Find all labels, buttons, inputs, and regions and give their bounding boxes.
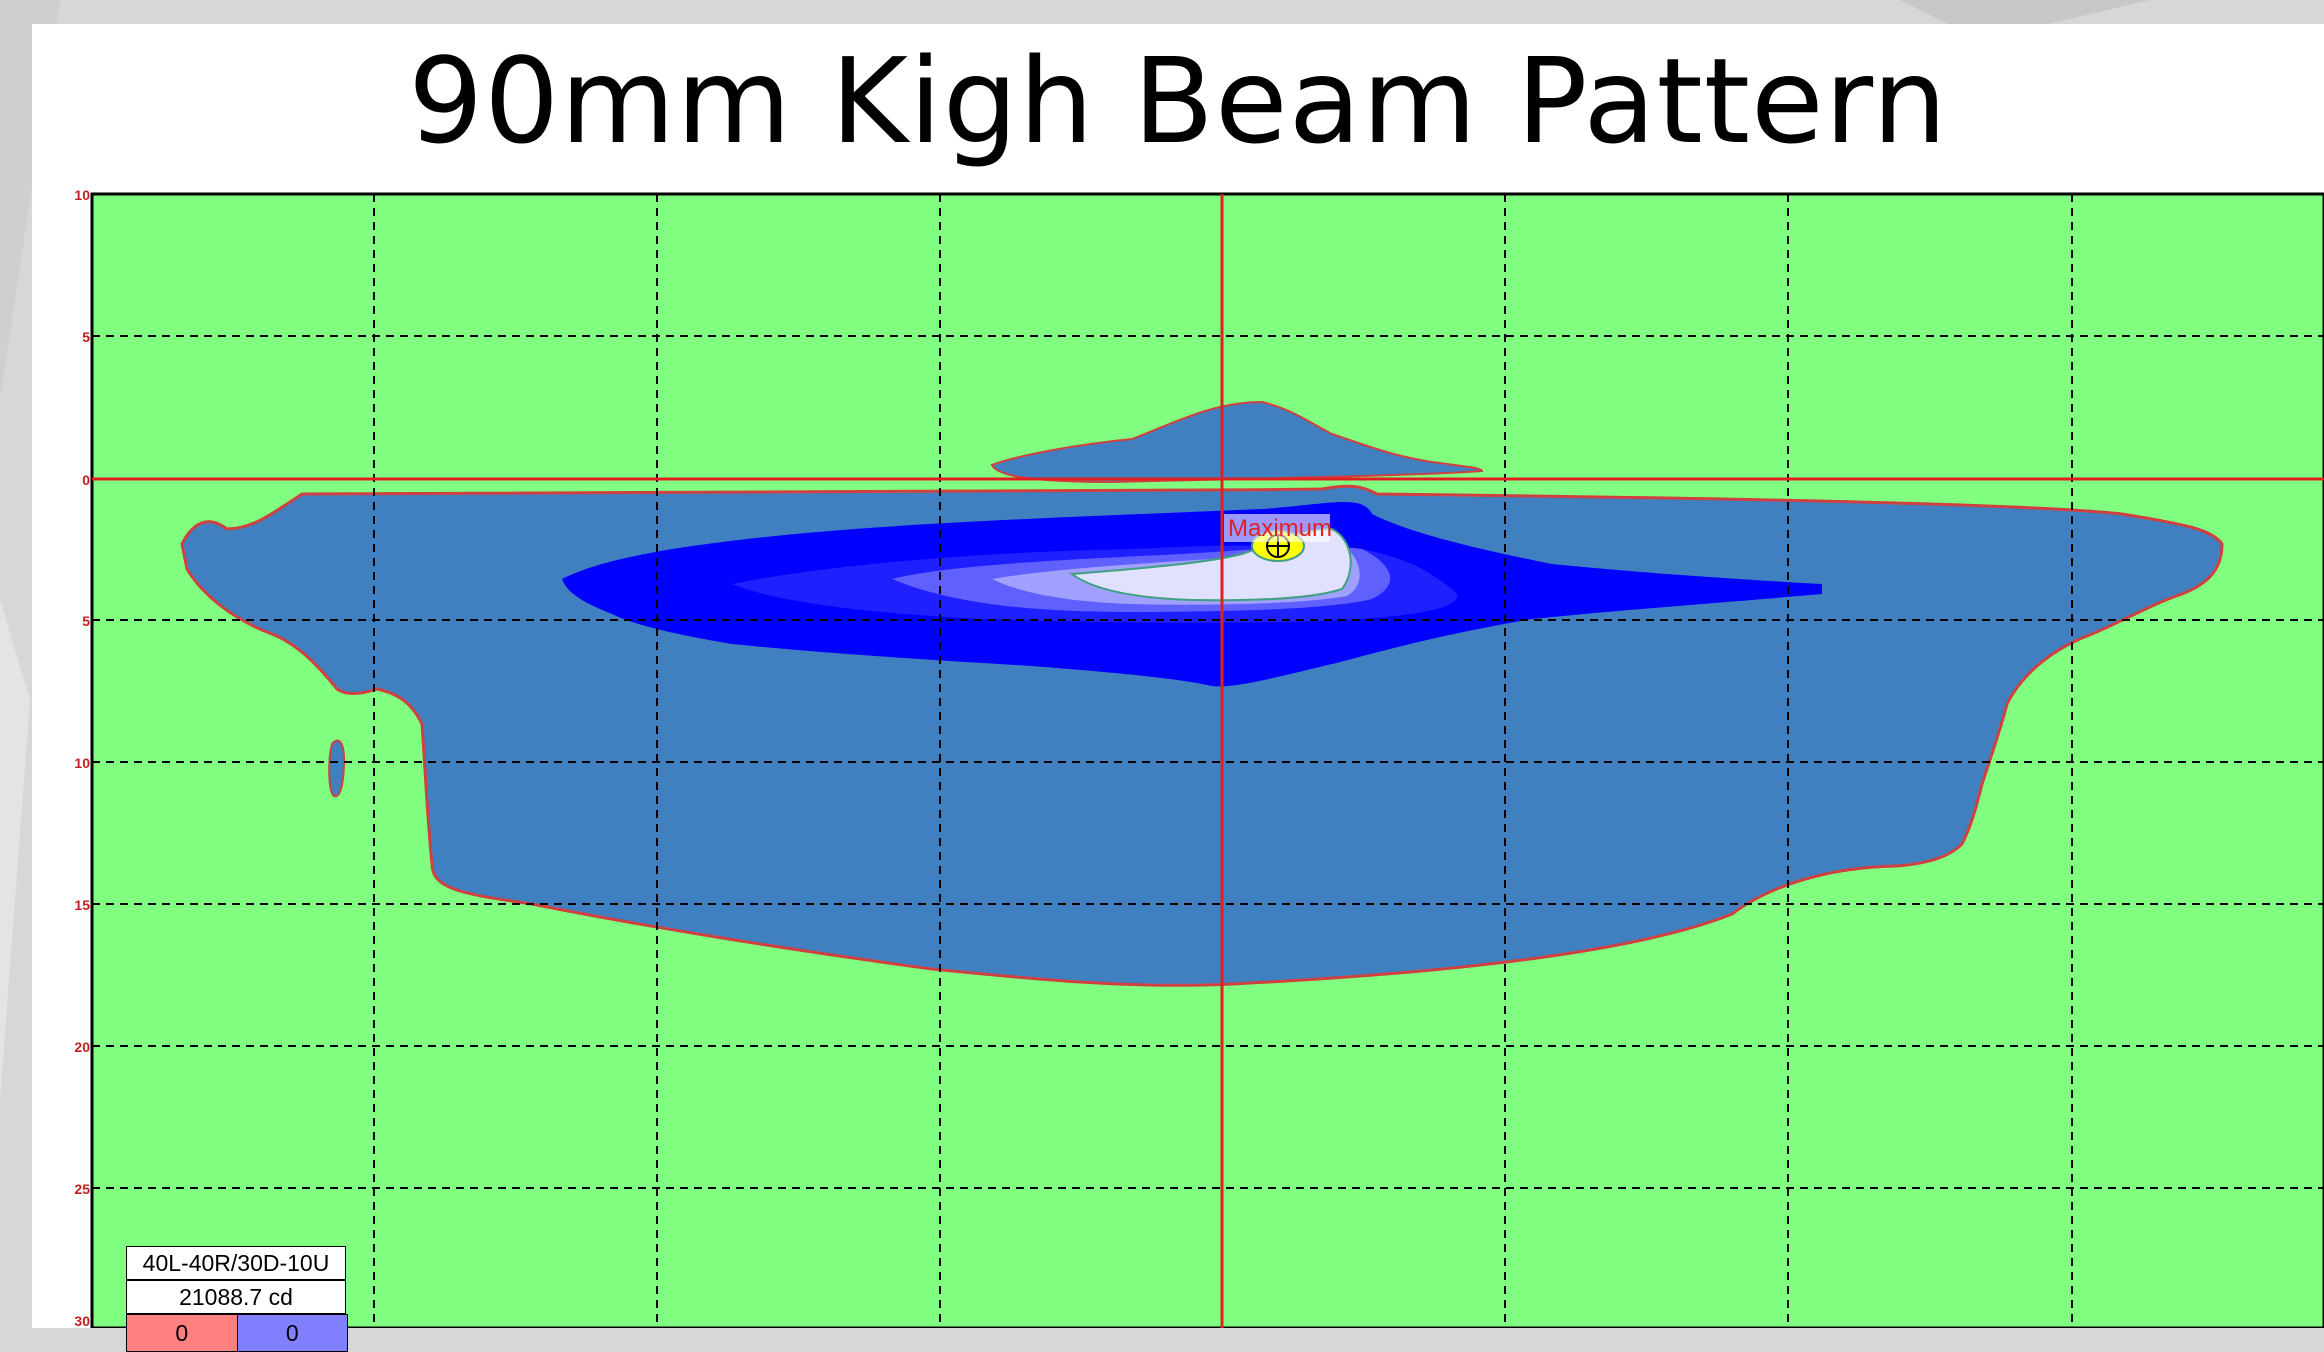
- maximum-label: Maximum: [1228, 515, 1332, 542]
- y-tick-label: 15: [74, 897, 90, 913]
- y-tick-label: 25: [74, 1181, 90, 1197]
- y-tick-label: 10: [74, 755, 90, 771]
- grid-lines: [92, 194, 2324, 1328]
- beam-pattern-plot: 10 5 0 5 10 15 20 25 30 Maximum: [74, 187, 2324, 1328]
- pattern-island: [328, 739, 346, 798]
- y-tick-label: 10: [74, 187, 90, 203]
- legend-range: 40L-40R/30D-10U: [126, 1246, 346, 1280]
- y-tick-label: 30: [74, 1313, 90, 1328]
- legend-value: 21088.7 cd: [126, 1280, 346, 1314]
- y-tick-label: 0: [82, 472, 90, 488]
- beam-pattern: [180, 400, 2224, 987]
- maximum-label-box: [1224, 514, 1330, 542]
- y-tick-label: 5: [82, 329, 90, 345]
- legend-neg-count: 0: [127, 1315, 238, 1351]
- pattern-upper-lobe: [990, 400, 1484, 484]
- y-tick-label: 20: [74, 1039, 90, 1055]
- slide: 90mm Kigh Beam Pattern: [32, 24, 2324, 1352]
- pattern-legend: 40L-40R/30D-10U 21088.7 cd 0 0: [126, 1246, 348, 1352]
- legend-pos-count: 0: [237, 1315, 347, 1351]
- axis-lines: [92, 194, 2324, 1328]
- y-tick-label: 5: [82, 613, 90, 629]
- legend-counts: 0 0: [126, 1314, 348, 1352]
- y-axis-ticks: 10 5 0 5 10 15 20 25 30: [74, 187, 90, 1328]
- slide-title: 90mm Kigh Beam Pattern: [408, 32, 1948, 170]
